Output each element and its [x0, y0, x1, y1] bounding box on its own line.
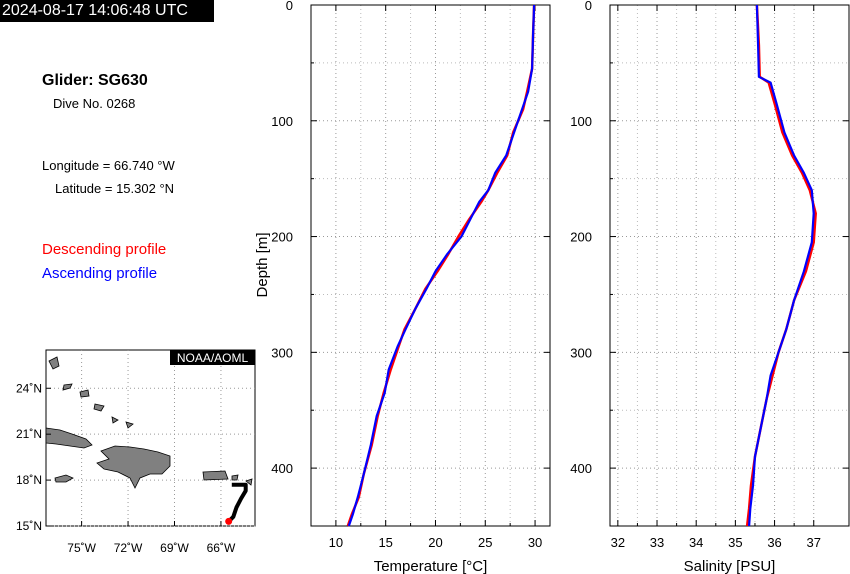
y-tick-label: 300 — [271, 345, 293, 360]
map-lat-label: 15˚N — [16, 519, 42, 533]
legend-descending: Descending profile — [42, 241, 167, 258]
land-island — [79, 389, 90, 398]
y-tick-label: 0 — [585, 0, 592, 13]
salinity-plot: 32 33 34 35 36 37 0 100 200 300 400 Salinity [PSU] — [570, 0, 850, 574]
land-puerto-rico — [202, 470, 229, 481]
map-lon-label: 66˚W — [207, 541, 236, 555]
y-tick-label: 200 — [271, 230, 293, 245]
land-virgin-islands — [231, 474, 239, 481]
ascending-profile-line — [347, 4, 536, 527]
x-tick-label: 34 — [689, 535, 703, 550]
salinity-frame — [609, 4, 850, 527]
dive-number: Dive No. 0268 — [53, 96, 136, 111]
glider-name: Glider: SG630 — [42, 72, 148, 89]
y-tick-label: 100 — [570, 114, 592, 129]
y-tick-label: 100 — [271, 114, 293, 129]
salinity-series — [745, 4, 817, 527]
glider-position-marker — [225, 517, 233, 525]
timestamp-label: 2024-08-17 14:06:48 UTC — [0, 0, 214, 22]
land-jamaica — [54, 474, 74, 483]
x-tick-label: 37 — [807, 535, 821, 550]
x-tick-label: 15 — [378, 535, 392, 550]
map-lat-label: 18˚N — [16, 473, 42, 487]
y-tick-label: 400 — [570, 461, 592, 476]
map-lat-label: 24˚N — [16, 381, 42, 395]
descending-profile-line — [346, 4, 536, 527]
land-island — [62, 383, 73, 391]
land-island — [125, 421, 134, 429]
map-tick-labels: 24˚N 21˚N 18˚N 15˚N 75˚W 72˚W 69˚W 66˚W — [16, 381, 236, 555]
x-tick-label: 10 — [329, 535, 343, 550]
depth-ylabel: Depth [m] — [254, 232, 271, 297]
legend-ascending: Ascending profile — [42, 265, 158, 282]
y-tick-label: 200 — [570, 230, 592, 245]
land-island — [93, 403, 105, 412]
map-lat-label: 21˚N — [16, 427, 42, 441]
land-island — [111, 416, 119, 424]
x-tick-label: 30 — [528, 535, 542, 550]
ascending-profile-line — [748, 4, 815, 527]
land-hispaniola — [96, 445, 171, 489]
x-tick-label: 36 — [767, 535, 781, 550]
y-tick-label: 400 — [271, 461, 293, 476]
x-tick-label: 32 — [611, 535, 625, 550]
map-lon-label: 75˚W — [67, 541, 96, 555]
latitude-readout: Latitude = 15.302 °N — [55, 181, 175, 196]
temperature-series — [346, 4, 536, 527]
map-land — [46, 356, 253, 489]
temperature-frame — [310, 4, 551, 527]
salinity-grid — [610, 4, 849, 527]
longitude-readout: Longitude = 66.740 °W — [42, 158, 175, 173]
temperature-grid — [311, 4, 550, 527]
glider-track — [227, 482, 248, 523]
x-tick-label: 25 — [478, 535, 492, 550]
x-tick-label: 33 — [650, 535, 664, 550]
x-tick-label: 35 — [728, 535, 742, 550]
land-cuba-tip — [48, 356, 60, 370]
map-lon-label: 72˚W — [114, 541, 143, 555]
map-badge-bg — [170, 350, 255, 365]
land-cuba — [46, 427, 93, 449]
land-island — [245, 478, 253, 486]
map-lon-label: 69˚W — [160, 541, 189, 555]
y-tick-label: 0 — [286, 0, 293, 13]
x-tick-label: 20 — [428, 535, 442, 550]
y-tick-label: 300 — [570, 345, 592, 360]
salinity-xlabel: Salinity [PSU] — [684, 558, 776, 574]
inset-map: NOAA/AOML 24˚N 21˚N 18˚N 15˚N 75˚W 72˚W 69˚W 66… — [16, 349, 256, 555]
salinity-ticks: 32 33 34 35 36 37 0 100 200 300 400 — [570, 0, 849, 550]
temperature-xlabel: Temperature [°C] — [374, 558, 488, 574]
map-badge: NOAA/AOML — [177, 351, 249, 365]
